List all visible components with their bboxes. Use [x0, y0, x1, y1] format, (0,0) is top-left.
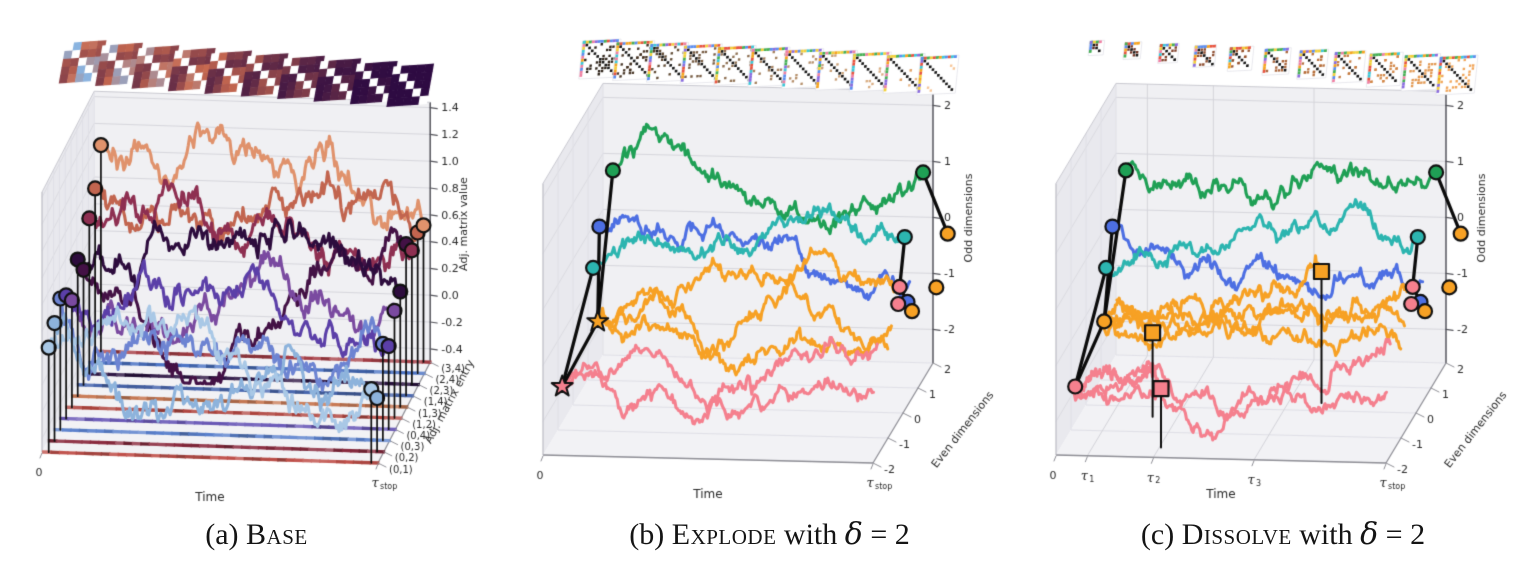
- caption-method-name: Base: [246, 518, 308, 551]
- chart-canvas-explode: [513, 0, 1026, 512]
- caption-method-name: Explode: [671, 518, 777, 551]
- caption-base: (a) Base: [0, 517, 513, 552]
- panel-base: (a) Base: [0, 0, 513, 576]
- panel-explode: (b) Explode with δ = 2: [513, 0, 1026, 576]
- caption-explode: (b) Explode with δ = 2: [513, 517, 1026, 552]
- panel-dissolve: (c) Dissolve with δ = 2: [1026, 0, 1540, 576]
- caption-mid: with: [783, 518, 838, 551]
- caption-index: (c): [1140, 518, 1175, 551]
- caption-dissolve: (c) Dissolve with δ = 2: [1026, 517, 1540, 552]
- caption-index: (b): [629, 518, 665, 551]
- caption-formula: = 2: [870, 518, 910, 551]
- caption-delta-symbol: δ: [1360, 517, 1379, 552]
- chart-canvas-dissolve: [1026, 0, 1540, 512]
- caption-delta-symbol: δ: [844, 517, 863, 552]
- caption-formula: = 2: [1385, 518, 1426, 551]
- caption-mid: with: [1299, 518, 1353, 551]
- chart-canvas-base: [0, 0, 513, 512]
- caption-index: (a): [205, 518, 239, 551]
- caption-method-name: Dissolve: [1181, 518, 1292, 551]
